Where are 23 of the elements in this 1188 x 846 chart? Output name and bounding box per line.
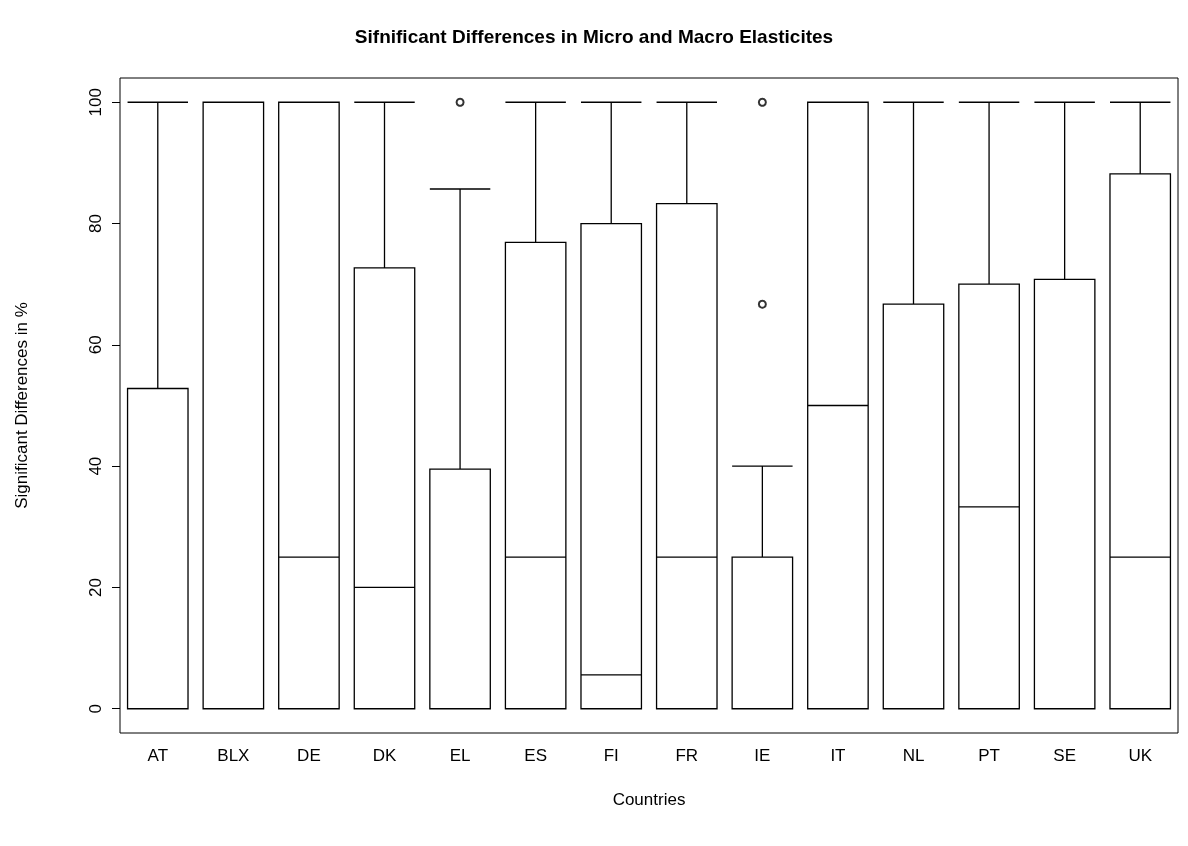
x-tick-label: FR bbox=[675, 746, 699, 765]
x-tick-label: ES bbox=[524, 746, 547, 765]
y-tick-label: 80 bbox=[86, 214, 105, 234]
x-tick-label: UK bbox=[1128, 746, 1153, 765]
x-tick-label: DE bbox=[297, 746, 321, 765]
y-tick-label: 60 bbox=[86, 335, 105, 355]
x-tick-label: IT bbox=[830, 746, 846, 765]
y-tick-label: 40 bbox=[86, 456, 105, 476]
x-tick-label: EL bbox=[449, 746, 471, 765]
x-tick-label: PT bbox=[978, 746, 1000, 765]
chart-title: Sifnificant Differences in Micro and Macro Elasticites bbox=[354, 26, 834, 47]
y-tick-label: 20 bbox=[86, 577, 105, 597]
y-axis-title: Significant Differences in % bbox=[12, 302, 31, 509]
y-tick-label: 100 bbox=[86, 88, 105, 117]
x-tick-label: SE bbox=[1053, 746, 1076, 765]
x-tick-label: BLX bbox=[217, 746, 250, 765]
x-tick-label: NL bbox=[902, 746, 925, 765]
x-tick-label: IE bbox=[754, 746, 771, 765]
x-axis-title: Countries bbox=[612, 790, 686, 809]
y-tick-label: 0 bbox=[86, 704, 105, 714]
x-tick-label: DK bbox=[372, 746, 397, 765]
x-tick-label: FI bbox=[603, 746, 619, 765]
x-tick-label: AT bbox=[147, 746, 169, 765]
